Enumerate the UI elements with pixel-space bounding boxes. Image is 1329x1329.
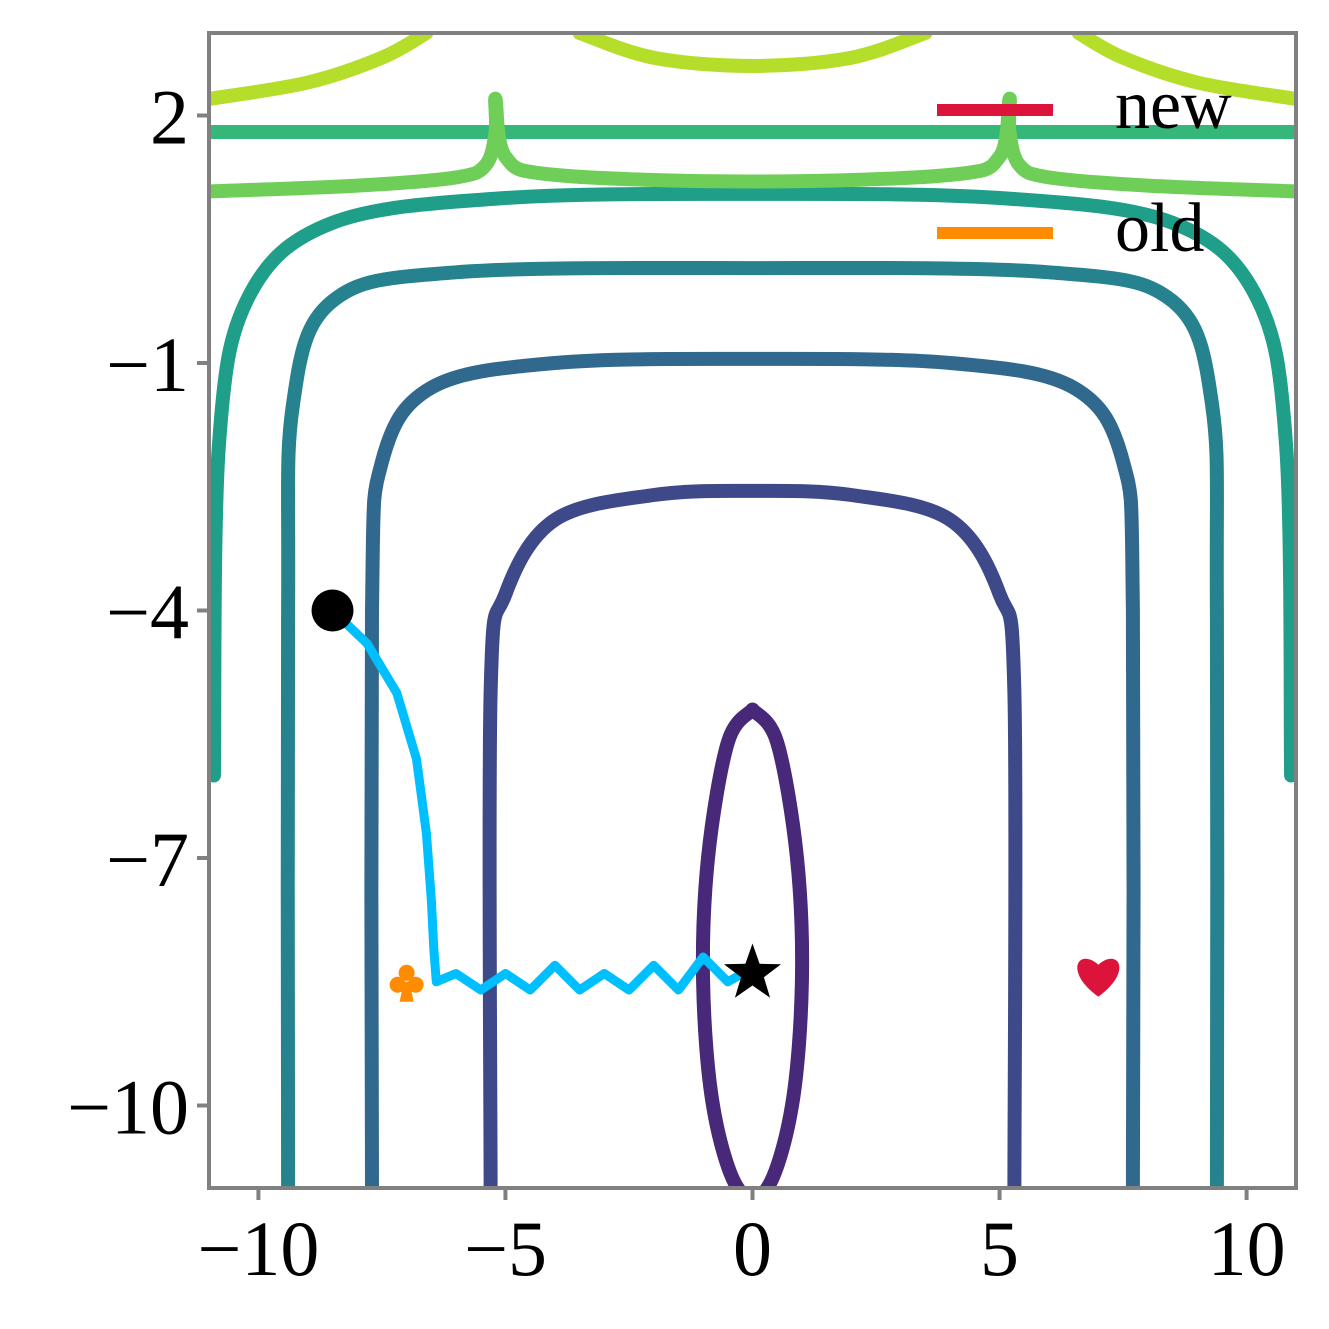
y-tick-label: −4 bbox=[106, 569, 189, 656]
contour-line bbox=[209, 33, 434, 106]
old-marker bbox=[389, 964, 424, 1002]
x-tick-label: −10 bbox=[197, 1205, 319, 1292]
start-marker bbox=[311, 589, 354, 632]
contour-lines bbox=[209, 33, 1296, 1188]
new-marker bbox=[1077, 958, 1120, 997]
contour-line bbox=[572, 33, 933, 73]
contour-line bbox=[695, 702, 810, 1188]
legend-label-old: old bbox=[1115, 190, 1204, 267]
x-tick-label: 5 bbox=[980, 1205, 1019, 1292]
contour-line bbox=[482, 483, 1023, 1188]
y-tick-label: −1 bbox=[106, 321, 189, 408]
contour-line bbox=[280, 260, 1225, 1188]
contour-line bbox=[209, 91, 1296, 199]
y-tick-label: −10 bbox=[67, 1064, 189, 1151]
legend: new old bbox=[937, 67, 1232, 267]
x-tick-label: 0 bbox=[733, 1205, 772, 1292]
contour-line bbox=[1071, 33, 1296, 106]
x-tick-label: 10 bbox=[1208, 1205, 1286, 1292]
x-axis: −10 −5 0 5 10 bbox=[197, 1188, 1286, 1292]
marker-layer bbox=[311, 589, 1120, 1002]
y-tick-label: 2 bbox=[150, 74, 189, 161]
contour-line bbox=[209, 186, 1296, 783]
trajectory-line bbox=[328, 606, 748, 995]
trajectory-layer bbox=[328, 606, 748, 995]
y-axis: 2 −1 −4 −7 −10 bbox=[67, 74, 209, 1151]
legend-label-new: new bbox=[1115, 67, 1232, 144]
x-tick-label: −5 bbox=[464, 1205, 547, 1292]
y-tick-label: −7 bbox=[106, 816, 189, 903]
contour-line bbox=[364, 351, 1141, 1188]
optimum-marker bbox=[724, 943, 781, 998]
